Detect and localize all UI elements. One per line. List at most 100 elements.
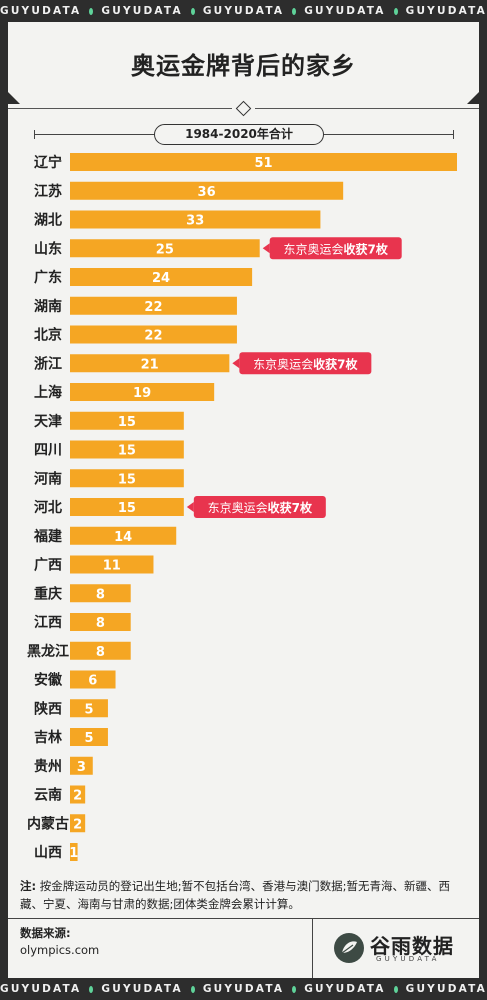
ticker-label: GUYUDATA [405,5,487,17]
chart-subtitle: 1984-2020年合计 [154,124,324,145]
ticker-dot-icon [89,7,94,15]
ticker-label: GUYUDATA [304,983,386,995]
value-label: 8 [96,645,105,660]
ticker-dot-icon [292,7,297,15]
subtitle-rule-cap-right [453,130,454,139]
category-label: 云南 [34,787,62,804]
bar [70,354,230,373]
value-label: 15 [118,444,136,459]
bottom-ticker: GUYUDATA GUYUDATA GUYUDATA GUYUDATA GUYUDATA [0,978,487,1000]
value-label: 15 [118,472,136,487]
ticker-dot-icon [393,985,398,993]
category-label: 湖北 [34,213,62,229]
value-label: 8 [96,587,105,602]
value-label: 24 [152,271,170,286]
value-label: 6 [88,674,97,689]
category-label: 内蒙古 [27,815,69,832]
category-label: 上海 [34,384,62,401]
value-label: 5 [84,702,93,717]
category-label: 广西 [34,557,62,574]
bar [70,411,184,430]
bar [70,584,131,603]
bar [70,181,344,200]
source-value: olympics.com [20,943,100,957]
footer-vertical-divider [312,918,313,978]
value-label: 15 [118,415,136,430]
ticker-label: GUYUDATA [101,983,183,995]
category-label: 福建 [33,528,62,545]
infographic-card: 奥运金牌背后的家乡 1984-2020年合计 辽宁 51 江苏 36 湖北 33 山东 25 东… [8,22,479,978]
ticker-label: GUYUDATA [202,5,285,17]
annotation-box [193,496,326,518]
logo-subtext: GUYUDATA [376,955,440,963]
value-label: 1 [69,846,78,861]
category-label: 山东 [34,240,62,257]
value-label: 2 [73,789,82,804]
footnote: 注: 按金牌运动员的登记出生地;暂不包括台湾、香港与澳门数据;暂无青海、新疆、西… [20,877,470,913]
annotation-pointer [232,358,240,369]
value-label: 51 [254,156,272,171]
annotation-pointer [186,502,194,512]
category-label: 重庆 [34,585,62,602]
header-divider-right [255,108,479,109]
category-label: 河南 [34,470,62,487]
corner-decoration-right [467,92,479,104]
ticker-dot-icon [292,985,297,993]
ticker-label: GUYUDATA [202,983,285,995]
category-label: 江苏 [34,183,62,200]
value-label: 25 [156,242,174,257]
category-label: 四川 [34,443,62,459]
category-label: 北京 [34,327,62,344]
bar [70,526,177,545]
bar [70,383,215,401]
value-label: 19 [133,386,151,401]
top-ticker: GUYUDATA GUYUDATA GUYUDATA GUYUDATA GUYUDATA [0,0,487,22]
page-title: 奥运金牌背后的家乡 [131,52,356,80]
annotation-box [239,352,372,375]
value-label: 22 [144,300,162,315]
footer-divider [8,918,479,919]
category-label: 山西 [34,845,62,861]
value-label: 14 [114,530,132,545]
value-label: 15 [118,501,136,516]
logo-icon [334,933,364,963]
category-label: 河北 [34,499,62,516]
source-label: 数据来源: [20,926,71,940]
category-label: 湖南 [34,298,62,315]
ticker-dot-icon [89,985,94,993]
annotation-text: 东京奥运会收获7枚 [208,500,313,515]
category-label: 江西 [34,614,62,631]
ticker-label: GUYUDATA [0,983,82,995]
value-label: 2 [73,817,82,832]
header-divider-left [8,108,232,109]
bar [70,641,131,660]
footnote-text: 按金牌运动员的登记出生地;暂不包括台湾、香港与澳门数据;暂无青海、新疆、西藏、宁… [20,879,451,911]
category-label: 安徽 [34,672,63,689]
bar [70,699,108,718]
bar [70,728,108,746]
category-label: 贵州 [34,758,62,775]
ticker-label: GUYUDATA [0,5,82,17]
ticker-label: GUYUDATA [101,5,183,17]
category-label: 浙江 [34,355,62,372]
bar [70,785,86,804]
bar [70,613,131,631]
subtitle-rule-cap-left [34,130,35,139]
category-label: 陕西 [34,700,62,717]
bar [70,756,93,775]
bar [70,814,86,833]
value-label: 11 [103,559,121,574]
value-label: 33 [186,214,204,229]
bar [70,440,184,459]
ticker-dot-icon [393,7,398,15]
category-label: 黑龙江 [27,643,69,660]
bar [70,843,78,861]
value-label: 5 [84,731,93,746]
header: 奥运金牌背后的家乡 [8,22,479,104]
category-label: 辽宁 [34,154,62,171]
ticker-label: GUYUDATA [304,5,386,17]
ticker-label: GUYUDATA [405,983,487,995]
category-label: 吉林 [34,729,62,746]
annotation-pointer [262,243,270,254]
annotation-text: 东京奥运会收获7枚 [253,356,358,371]
